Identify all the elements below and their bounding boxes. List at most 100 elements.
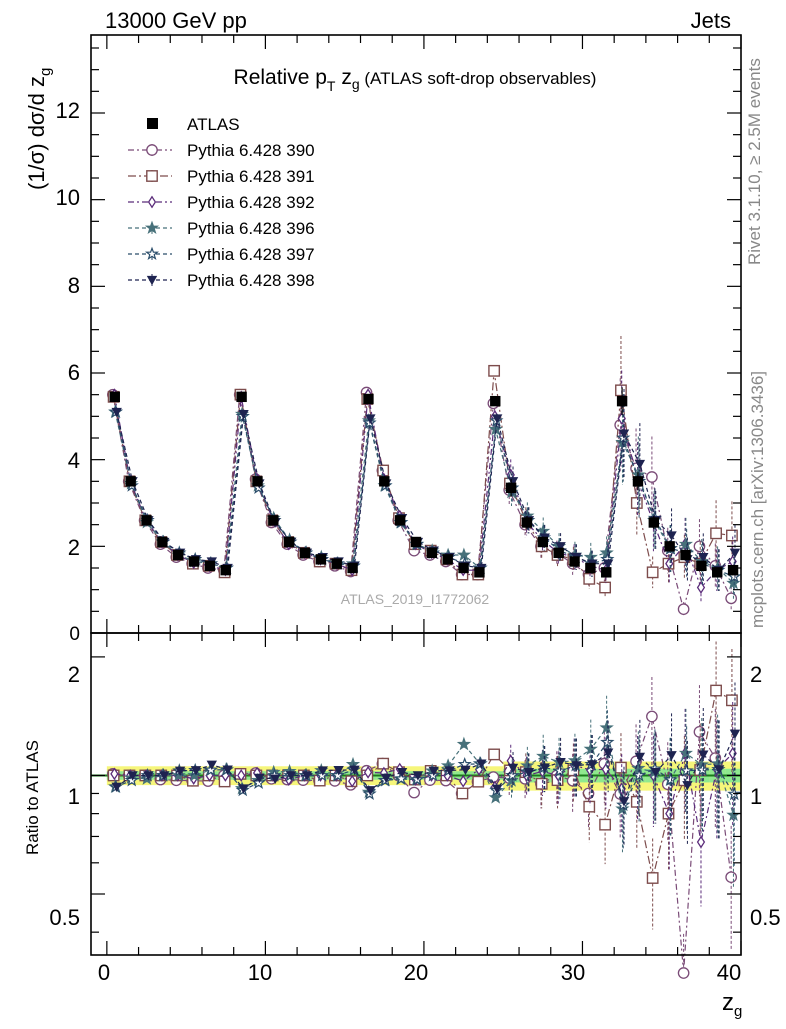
- atlas-point: [474, 567, 485, 578]
- data-point: [646, 566, 659, 579]
- atlas-point: [601, 567, 612, 578]
- ratio-data-point: [110, 767, 119, 781]
- data-point: [634, 459, 646, 470]
- ratio-data-point: [555, 757, 566, 768]
- ratio-data-point: [663, 772, 678, 786]
- ratio-data-point: [314, 767, 330, 782]
- atlas-point: [696, 560, 707, 572]
- legend-entry-0: Pythia 6.428 390: [128, 141, 315, 160]
- atlas-point: [188, 556, 200, 567]
- legend-entry-1: Pythia 6.428 391: [128, 167, 315, 186]
- y-tick-label-12: 12: [56, 98, 80, 123]
- ratio-data-point: [535, 777, 548, 790]
- atlas-point: [204, 560, 216, 572]
- ratio-data-point: [428, 766, 439, 777]
- ratio-data-point: [583, 800, 596, 813]
- ratio-data-point: [600, 734, 615, 749]
- y-tick-label-8: 8: [68, 273, 80, 298]
- x-tick-label-30: 30: [561, 960, 585, 985]
- ratio-data-point: [143, 771, 154, 781]
- ratio-data-point: [646, 710, 658, 723]
- x-tick-label-0: 0: [98, 960, 110, 985]
- atlas-point: [299, 547, 311, 559]
- atlas-point: [490, 395, 501, 407]
- ratio-data-point: [539, 763, 550, 773]
- ratio-tick-label-left-2: 2: [68, 662, 80, 687]
- y-tick-label-10: 10: [56, 185, 80, 210]
- data-point: [365, 414, 376, 424]
- legend-marker: [146, 170, 158, 182]
- data-point: [507, 477, 519, 487]
- ratio-data-point: [333, 766, 344, 776]
- legend-entry-atlas: ATLAS: [147, 115, 240, 134]
- data-point: [726, 529, 738, 542]
- ratio-data-point: [677, 967, 690, 979]
- data-point: [615, 384, 627, 397]
- atlas-point: [712, 567, 723, 578]
- x-tick-labels: 0 10 20 30 40: [98, 960, 741, 985]
- main-series-layer: [107, 335, 742, 617]
- ratio-data-point: [587, 760, 598, 770]
- atlas-point: [458, 562, 469, 574]
- ratio-tick-label-right-1: 1: [750, 784, 762, 809]
- ratio-data-point: [507, 763, 519, 774]
- data-point: [729, 548, 741, 559]
- series-line: [116, 411, 736, 572]
- ratio-data-point: [238, 784, 249, 794]
- ratio-data-point: [634, 752, 646, 763]
- legend-marker: [144, 220, 160, 235]
- ratio-data-point: [695, 762, 710, 776]
- atlas-point: [616, 395, 628, 407]
- atlas-point: [363, 393, 374, 405]
- ratio-data-point: [491, 784, 503, 794]
- data-point: [666, 531, 677, 541]
- atlas-point: [585, 562, 596, 574]
- series-line: [112, 392, 732, 612]
- ratio-data-point: [394, 771, 409, 785]
- atlas-point: [426, 547, 438, 559]
- ratio-data-point: [425, 767, 441, 782]
- y-tick-label-4: 4: [68, 448, 80, 473]
- ratio-data-point: [682, 781, 693, 791]
- ratio-data-point: [599, 818, 612, 831]
- ratio-data-point: [460, 765, 471, 776]
- data-point: [602, 559, 614, 569]
- atlas-point: [505, 482, 517, 494]
- atlas-point: [648, 517, 660, 528]
- data-point: [491, 414, 503, 424]
- data-point: [630, 497, 643, 509]
- atlas-point: [331, 558, 342, 569]
- data-point: [677, 603, 690, 616]
- data-point: [238, 410, 249, 420]
- atlas-point: [727, 564, 739, 576]
- data-point: [698, 553, 709, 563]
- ratio-data-point: [206, 760, 218, 770]
- atlas-point: [157, 536, 168, 548]
- ratio-data-point: [456, 736, 472, 751]
- atlas-point: [569, 556, 580, 567]
- atlas-point: [141, 515, 152, 526]
- legend-entry-2: Pythia 6.428 392: [128, 193, 315, 212]
- data-point: [725, 592, 738, 605]
- atlas-point: [379, 476, 390, 487]
- ratio-series-line: [114, 726, 735, 816]
- ratio-series-3: [108, 695, 741, 889]
- ratio-data-point: [365, 786, 376, 796]
- ratio-data-point: [456, 787, 469, 800]
- data-point: [583, 572, 596, 585]
- ratio-data-point: [630, 795, 643, 808]
- atlas-point: [268, 515, 279, 526]
- ratio-data-point: [237, 769, 246, 782]
- atlas-point: [537, 536, 549, 548]
- atlas-point: [680, 549, 691, 561]
- ratio-data-point: [270, 774, 281, 784]
- ratio-data-point: [536, 748, 551, 763]
- data-point: [488, 364, 501, 377]
- atlas-point: [521, 517, 533, 528]
- analysis-watermark: ATLAS_2019_I1772062: [341, 591, 490, 607]
- legend-label: Pythia 6.428 391: [187, 167, 315, 186]
- ratio-data-point: [254, 773, 265, 784]
- atlas-point: [664, 541, 675, 552]
